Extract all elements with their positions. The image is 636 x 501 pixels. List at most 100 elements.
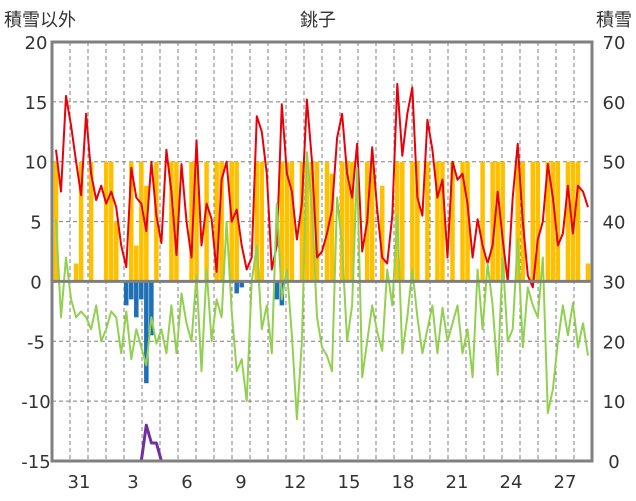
yellow-bar <box>379 185 385 282</box>
yellow-bar <box>279 161 285 282</box>
blue-bar <box>134 281 139 318</box>
x-tick-label: 31 <box>68 472 91 493</box>
blue-bar <box>139 281 144 300</box>
yellow-bar <box>400 161 405 282</box>
yellow-bar <box>304 161 310 282</box>
right-tick-label: 50 <box>603 153 626 174</box>
left-tick-label: 5 <box>30 213 41 234</box>
yellow-bar <box>575 161 581 282</box>
yellow-bar <box>314 161 320 282</box>
right-tick-label: 40 <box>603 213 626 234</box>
blue-bar <box>239 281 244 288</box>
x-tick-label: 24 <box>500 472 523 493</box>
bar-series <box>53 161 591 384</box>
yellow-bar <box>465 161 470 282</box>
yellow-bar <box>565 161 571 282</box>
yellow-bar <box>555 161 561 282</box>
blue-bar <box>234 281 239 294</box>
yellow-bar <box>194 161 199 282</box>
yellow-bar <box>174 161 179 282</box>
blue-bar <box>129 281 134 300</box>
yellow-bar <box>550 161 556 282</box>
yellow-bar <box>234 161 239 282</box>
yellow-bar <box>108 161 114 282</box>
yellow-bar <box>585 263 591 282</box>
left-axis-label: 積雪以外 <box>4 10 76 31</box>
right-tick-label: 70 <box>603 33 626 54</box>
yellow-bar <box>425 161 430 282</box>
yellow-bar <box>515 161 520 282</box>
x-tick-label: 18 <box>392 472 415 493</box>
x-tick-label: 6 <box>181 472 192 493</box>
blue-bar <box>149 281 154 336</box>
left-y-ticks: 20 15 10 5 0 -5 -10 -15 <box>21 33 50 473</box>
yellow-bar <box>440 161 445 282</box>
x-tick-label: 27 <box>554 472 577 493</box>
yellow-bar <box>88 161 94 282</box>
yellow-bar <box>73 263 79 282</box>
left-tick-label: -5 <box>27 332 45 353</box>
yellow-bar <box>545 161 551 282</box>
yellow-bar <box>500 161 505 282</box>
yellow-bar <box>450 161 455 282</box>
yellow-bar <box>369 161 375 282</box>
green-line <box>55 151 589 421</box>
yellow-bar <box>339 161 345 282</box>
yellow-bar <box>204 161 209 282</box>
x-ticks: 31 3 6 9 12 15 18 21 24 27 <box>68 472 577 493</box>
blue-bar <box>144 281 149 384</box>
yellow-bar <box>78 161 84 282</box>
yellow-bar <box>214 161 219 282</box>
x-tick-label: 15 <box>338 472 361 493</box>
yellow-bar <box>535 161 541 282</box>
yellow-bar <box>139 161 144 282</box>
x-tick-label: 12 <box>284 472 307 493</box>
yellow-bar <box>460 161 465 282</box>
right-tick-label: 10 <box>603 392 626 413</box>
yellow-bar <box>480 161 485 282</box>
yellow-bar <box>410 161 415 282</box>
left-tick-label: 15 <box>25 93 48 114</box>
yellow-bar <box>435 161 440 282</box>
right-y-ticks: 70 60 50 40 30 20 10 0 <box>603 33 626 473</box>
yellow-bar <box>169 161 174 282</box>
blue-bar <box>124 281 129 306</box>
yellow-bar <box>134 245 139 282</box>
x-tick-label: 3 <box>127 472 138 493</box>
left-tick-label: 20 <box>25 33 48 54</box>
red-line <box>55 82 589 289</box>
yellow-bar <box>349 161 355 282</box>
yellow-bar <box>415 161 420 282</box>
yellow-bar <box>254 161 260 282</box>
yellow-bar <box>219 161 224 282</box>
yellow-bar <box>284 161 290 282</box>
yellow-bar <box>324 161 330 282</box>
yellow-bar <box>289 161 295 282</box>
blue-bar <box>274 281 280 300</box>
yellow-bar <box>495 161 500 282</box>
x-tick-label: 9 <box>235 472 246 493</box>
yellow-bar <box>189 161 194 282</box>
left-tick-label: -10 <box>21 392 50 413</box>
left-tick-label: 0 <box>30 272 41 293</box>
left-tick-label: 10 <box>25 153 48 174</box>
yellow-bar <box>259 161 265 282</box>
left-tick-label: -15 <box>21 452 50 473</box>
yellow-bar <box>154 161 159 282</box>
yellow-bar <box>570 161 576 282</box>
chart-title: 銚子 <box>300 10 336 31</box>
right-tick-label: 0 <box>608 452 619 473</box>
yellow-bar <box>299 161 305 282</box>
yellow-bar <box>129 161 134 282</box>
yellow-bar <box>490 161 495 282</box>
yellow-bar <box>530 161 536 282</box>
right-tick-label: 20 <box>603 332 626 353</box>
plot-frame <box>50 40 594 463</box>
yellow-bar <box>344 161 350 282</box>
x-tick-label: 21 <box>446 472 469 493</box>
yellow-bar <box>113 221 119 282</box>
yellow-bar <box>329 173 335 282</box>
right-tick-label: 30 <box>603 272 626 293</box>
yellow-bar <box>103 161 109 282</box>
